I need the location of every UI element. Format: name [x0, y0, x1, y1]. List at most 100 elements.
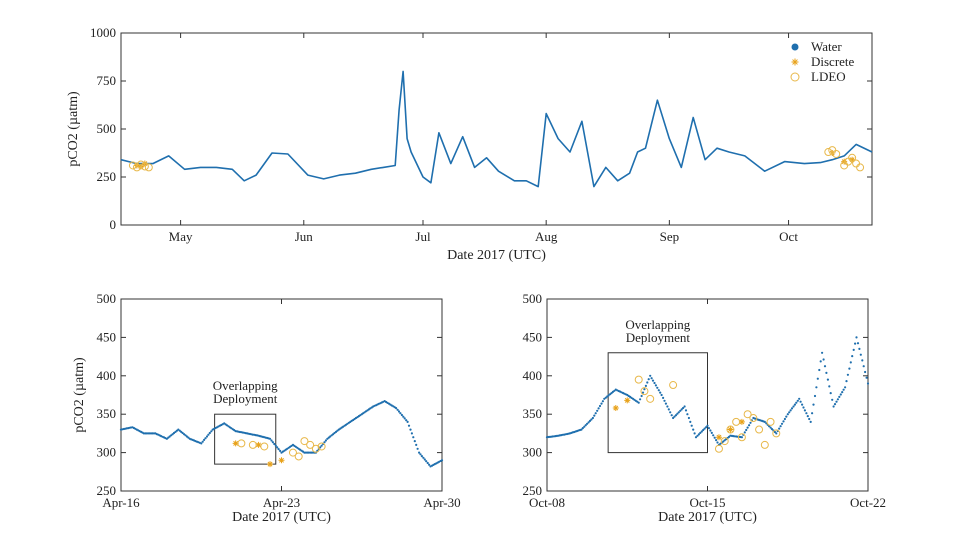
water-point: [320, 444, 323, 447]
water-point: [818, 368, 821, 372]
water-point: [651, 379, 655, 382]
ldeo-point: [634, 375, 643, 384]
water-point: [740, 436, 744, 439]
water-point: [713, 436, 716, 439]
water-point: [601, 400, 605, 403]
water-point: [770, 428, 774, 431]
ldeo-point: [317, 442, 326, 451]
water-point: [832, 405, 835, 408]
water-point: [746, 426, 749, 429]
y-tick-label: 300: [97, 445, 117, 460]
water-point: [699, 431, 702, 434]
water-point: [806, 415, 809, 418]
water-line: [120, 70, 873, 188]
water-point: [584, 424, 587, 427]
y-tick-label: 250: [523, 483, 543, 498]
water-point: [689, 420, 692, 423]
y-tick-label: 300: [523, 445, 543, 460]
ldeo-point: [732, 417, 741, 426]
water-point: [864, 370, 867, 374]
water-point: [856, 342, 860, 345]
overlap-box: [214, 413, 277, 465]
water-point: [702, 428, 705, 432]
water-point: [779, 425, 782, 428]
water-point: [831, 398, 834, 401]
water-point: [596, 409, 599, 412]
y-tick-label: 0: [110, 217, 117, 232]
ldeo-point: [128, 161, 137, 170]
water-point: [412, 436, 415, 439]
water-point: [659, 391, 662, 394]
water-point: [276, 446, 279, 449]
y-tick-label: 450: [523, 329, 543, 344]
water-point: [420, 455, 423, 458]
x-tick-label: Oct-22: [850, 495, 886, 510]
water-point: [801, 403, 804, 406]
ldeo-point: [237, 439, 246, 448]
ldeo-point: [260, 442, 269, 451]
water-point: [405, 419, 408, 422]
water-point: [594, 412, 597, 415]
y-tick-label: 350: [97, 406, 117, 421]
water-point: [580, 428, 583, 431]
water-point: [819, 360, 822, 363]
water-point: [650, 377, 653, 380]
water-point: [682, 406, 685, 410]
x-axis-label: Date 2017 (UTC): [232, 510, 331, 525]
water-point: [679, 409, 682, 412]
water-point: [680, 408, 683, 411]
water-point: [168, 435, 171, 438]
ldeo-point: [772, 429, 781, 438]
water-point: [798, 397, 801, 400]
water-point: [823, 365, 827, 368]
ldeo-point: [669, 381, 678, 390]
water-point: [861, 359, 864, 362]
water-point: [707, 427, 711, 430]
water-point: [409, 428, 412, 431]
x-tick-label: Oct-08: [529, 495, 565, 510]
water-point: [775, 432, 778, 435]
water-point: [816, 377, 819, 380]
ldeo-point: [737, 433, 746, 442]
y-tick-label: 450: [97, 329, 117, 344]
water-point: [811, 412, 814, 415]
y-tick-label: 250: [97, 169, 117, 184]
water-point: [418, 451, 421, 454]
water-point: [323, 441, 326, 444]
water-point: [676, 412, 679, 415]
legend-discrete-marker: [791, 58, 799, 66]
water-point: [803, 409, 807, 412]
water-point: [829, 392, 832, 395]
water-point: [684, 409, 688, 412]
water-point: [783, 417, 787, 421]
water-point: [859, 353, 862, 356]
water-point: [181, 431, 184, 435]
water-point: [440, 459, 444, 462]
water-point: [324, 439, 327, 442]
water-point: [204, 437, 207, 440]
discrete-point: [255, 441, 262, 448]
water-point: [712, 434, 715, 437]
ldeo-point: [144, 163, 153, 172]
ldeo-point: [743, 410, 752, 419]
water-point: [587, 421, 590, 424]
water-point: [851, 355, 854, 358]
water-point: [607, 394, 610, 397]
water-point: [640, 394, 643, 398]
water-point: [725, 438, 728, 441]
water-point: [203, 438, 206, 441]
water-point: [795, 401, 798, 404]
annotation-text: Deployment: [626, 330, 691, 345]
water-point: [841, 391, 844, 394]
legend-label: LDEO: [811, 69, 846, 84]
water-point: [208, 431, 211, 435]
water-point: [669, 411, 672, 414]
water-point: [271, 441, 274, 444]
water-point: [419, 453, 422, 456]
ldeo-point: [856, 163, 865, 172]
water-point: [600, 402, 603, 405]
panel-april: 250 300 350 400 450 500 Apr-16 Apr-23 Apr-30 Date…: [72, 291, 461, 525]
ldeo-point: [760, 440, 769, 449]
y-tick-label: 350: [523, 406, 543, 421]
